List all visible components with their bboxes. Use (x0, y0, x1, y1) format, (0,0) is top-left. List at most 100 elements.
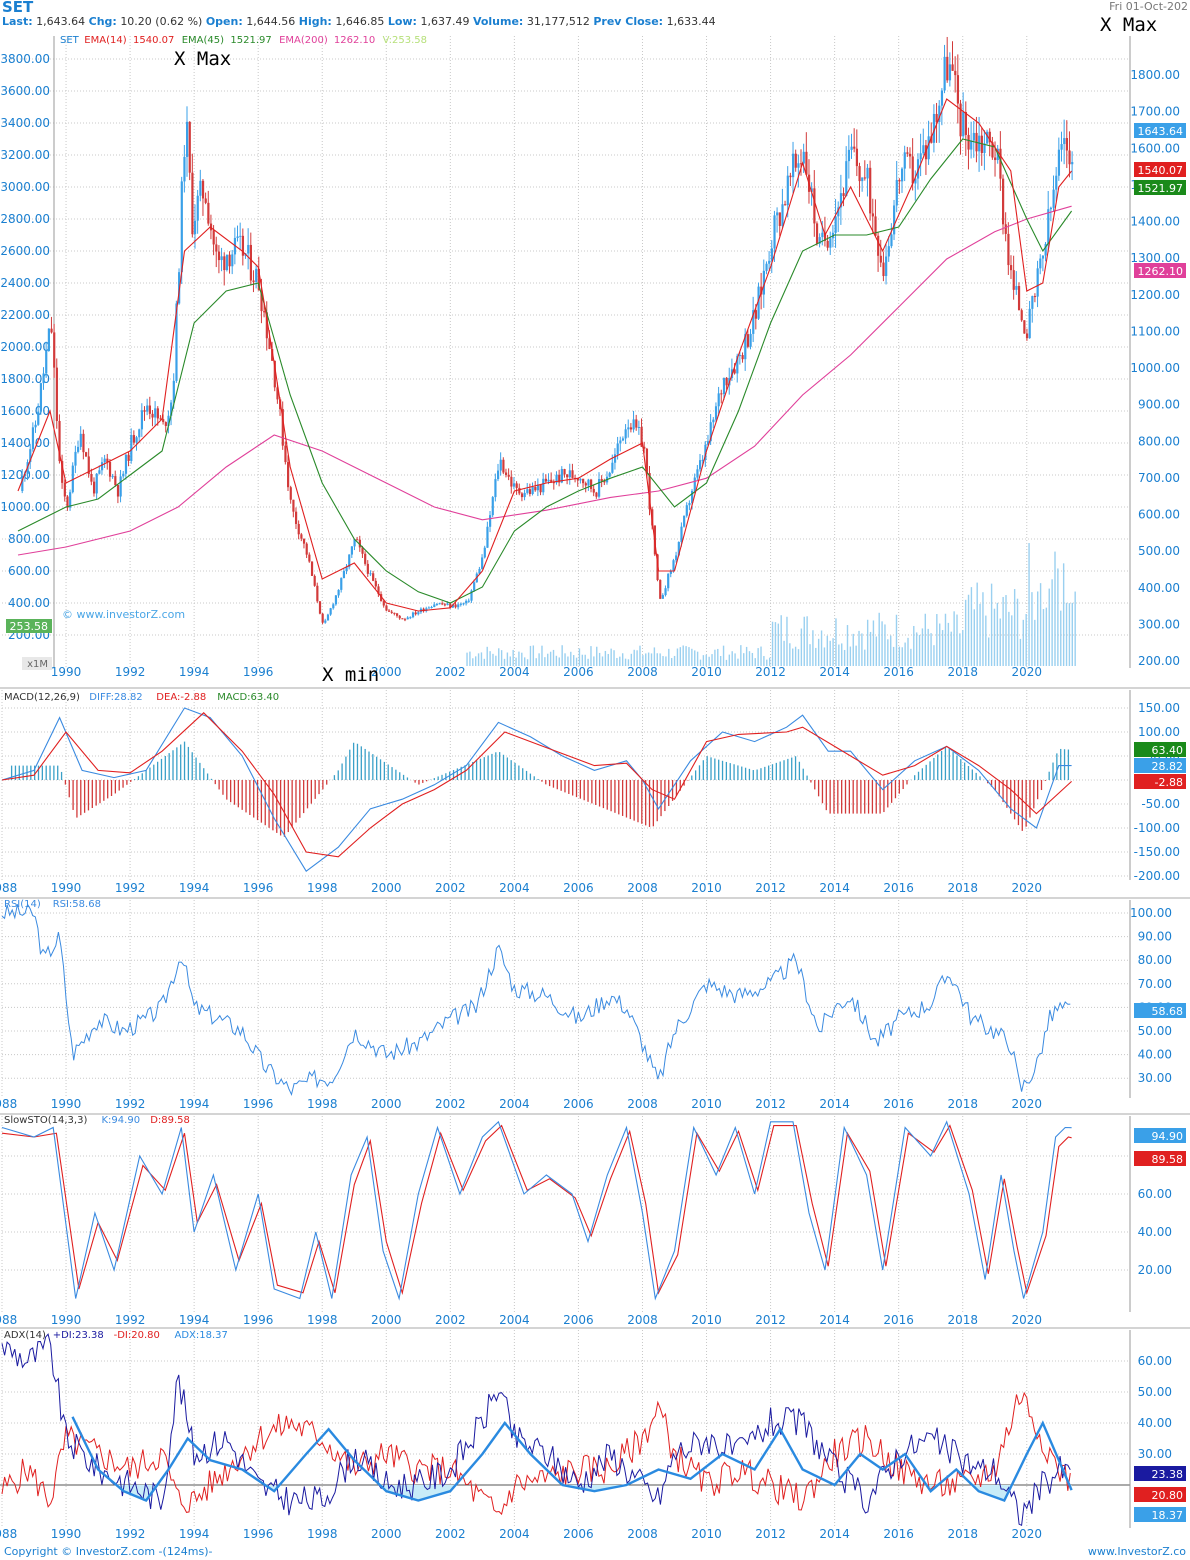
ema45-tag: 1521.97 (1138, 182, 1184, 195)
rsi-tick: 80.00 (1138, 953, 1172, 967)
volume-bar (757, 648, 759, 666)
volume-bar (973, 609, 976, 666)
candle-body (582, 478, 585, 484)
volume-bar (532, 645, 535, 666)
volume-bar (670, 658, 673, 666)
candle-body (465, 600, 468, 604)
volume-bar (558, 657, 560, 666)
candle-body (539, 484, 542, 493)
candle-body (792, 153, 795, 178)
volume-bar (915, 632, 918, 666)
volume-bar (523, 657, 526, 666)
rsi-legend-item: RSI:58.68 (53, 899, 101, 910)
rsi-x-tick: 1988 (0, 1097, 17, 1111)
candle-body (326, 614, 330, 621)
ema200-tag-bg (1134, 263, 1186, 278)
price-left-tick: 1400.00 (0, 436, 50, 450)
symbol-title: SET (2, 0, 34, 16)
candle-body (1065, 138, 1068, 151)
candle-body (999, 148, 1002, 179)
candle-body (318, 601, 322, 614)
sto-d-tag-bg (1134, 1151, 1186, 1166)
macd-legend-item: MACD:63.40 (217, 692, 279, 703)
adx-x-tick: 2008 (627, 1527, 658, 1541)
candle-body (762, 270, 765, 295)
volume-bar (685, 646, 687, 666)
volume-bar (613, 650, 615, 666)
volume-bar (1037, 591, 1039, 666)
candle-body (106, 458, 109, 462)
volume-bar (647, 652, 650, 666)
candle-body (590, 479, 593, 489)
volume-value: 31,177,512 (526, 15, 590, 28)
volume-bar (999, 618, 1001, 666)
volume-bar (1057, 568, 1059, 666)
price-x-tick: 2006 (563, 665, 594, 679)
price-right-tick: 1000.00 (1130, 361, 1180, 375)
volume-bar (924, 613, 927, 666)
volume-bar (768, 657, 771, 666)
volume-bar (561, 645, 563, 666)
macd-x-tick: 1990 (51, 881, 82, 895)
candle-body (45, 350, 48, 374)
candle-body (167, 415, 170, 426)
volume-bar (1042, 609, 1045, 666)
candle-body (603, 480, 606, 483)
volume-bar (1002, 596, 1004, 666)
candle-body (568, 470, 571, 478)
volume-bar (688, 647, 690, 666)
candle-body (1004, 224, 1007, 234)
candle-body (156, 408, 159, 419)
volume-bar (1048, 588, 1050, 666)
volume-bar (538, 653, 540, 666)
volume-bar (820, 630, 823, 666)
macd-diff-line (1, 707, 1072, 873)
volume-bar (817, 638, 820, 666)
candle-body (257, 268, 260, 291)
candle-body (260, 290, 263, 312)
volume-bar (803, 616, 805, 666)
volume-bar (970, 587, 973, 666)
candle-body (536, 484, 540, 491)
volume-bar (988, 637, 990, 666)
macd-x-tick: 2010 (691, 881, 722, 895)
price-left-tick: 2800.00 (0, 212, 50, 226)
volume-bar (887, 639, 889, 666)
sto-x-tick: 2006 (563, 1313, 594, 1327)
candle-body (486, 526, 489, 548)
candle-body (353, 539, 356, 547)
candle-body (388, 610, 391, 612)
price-left-tick: 3800.00 (0, 52, 50, 66)
volume-bar (474, 656, 477, 666)
price-legend-item: EMA(14) (84, 35, 126, 46)
volume-bar (659, 653, 661, 666)
rsi-x-tick: 2006 (563, 1097, 594, 1111)
candle-body (98, 470, 101, 474)
adx-legend-item: ADX:18.37 (175, 1330, 228, 1341)
volume-bar (982, 592, 984, 666)
candle-body (566, 474, 569, 478)
volume-bar (616, 657, 618, 666)
adx-legend-item: -DI:20.80 (114, 1330, 160, 1341)
price-legend-item: 1540.07 (133, 35, 174, 46)
adx-tick: 60.00 (1138, 1354, 1172, 1368)
pdi-tag-bg (1134, 1466, 1186, 1481)
adx-legend-item: +DI:23.38 (53, 1330, 104, 1341)
volume-bar (581, 654, 584, 666)
price-right-tick: 1600.00 (1130, 141, 1180, 155)
candle-body (294, 511, 298, 524)
volume-bar (1034, 619, 1036, 666)
rsi-tick: 90.00 (1138, 930, 1172, 944)
volume-bar (861, 633, 863, 666)
candle-body (406, 617, 409, 620)
macd-x-tick: 1988 (0, 881, 17, 895)
price-x-tick: 2000 (371, 665, 402, 679)
candle-body (21, 475, 24, 491)
price-left-tick: 3400.00 (0, 116, 50, 130)
candle-body (552, 482, 556, 484)
volume-bar (792, 648, 794, 666)
price-right-tick: 1700.00 (1130, 105, 1180, 119)
candle-body (542, 478, 545, 493)
volume-bar (656, 653, 658, 666)
